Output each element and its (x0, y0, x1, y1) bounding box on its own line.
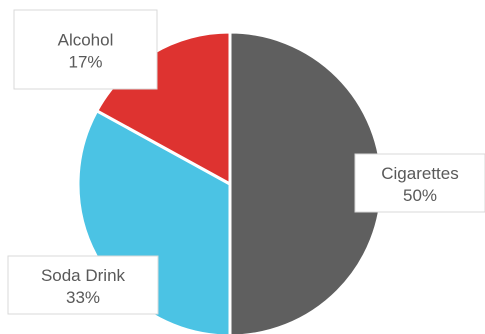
data-label-box (354, 153, 485, 213)
value-label: 50% (403, 186, 437, 205)
category-label: Alcohol (58, 31, 114, 50)
value-label: 17% (68, 53, 102, 72)
data-label-soda-drink: Soda Drink 33% (7, 255, 159, 315)
value-label: 33% (66, 288, 100, 307)
data-label-alcohol: Alcohol 17% (13, 9, 158, 90)
data-label-box (13, 9, 158, 90)
data-label-cigarettes: Cigarettes 50% (354, 153, 485, 213)
data-label-box (7, 255, 159, 315)
category-label: Soda Drink (41, 266, 126, 285)
pie-data-labels: Cigarettes 50% Soda Drink 33% Alcohol 17% (7, 9, 485, 315)
category-label: Cigarettes (381, 164, 458, 183)
